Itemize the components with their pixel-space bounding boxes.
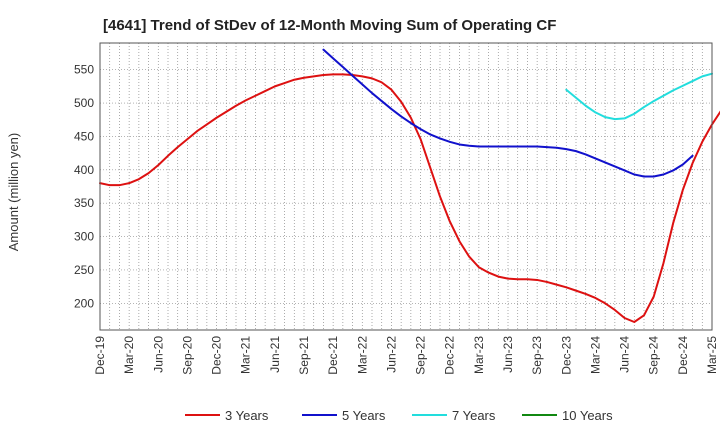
series-line-7-years: [565, 72, 713, 121]
x-tick-labels: Dec-19 Mar-20 Jun-20 Sep-20 Dec-20 Mar-21 Jun-…: [93, 336, 719, 375]
legend-label: 3 Years: [225, 408, 269, 423]
legend-label: 5 Years: [342, 408, 386, 423]
chart-title: [4641] Trend of StDev of 12-Month Moving…: [103, 17, 556, 34]
x-tick-label: Mar-22: [355, 336, 369, 374]
x-tick-label: Jun-20: [151, 336, 165, 373]
legend-label: 10 Years: [562, 408, 613, 423]
x-tick-label: Dec-20: [210, 336, 224, 375]
x-tick-label: Dec-19: [93, 336, 107, 375]
grid-layer: [100, 43, 712, 330]
x-tick-label: Mar-23: [472, 336, 486, 374]
y-tick-label: 550: [74, 63, 94, 77]
x-tick-label: Jun-21: [268, 336, 282, 373]
x-tick-label: Jun-22: [384, 336, 398, 373]
y-tick-labels: 200 250 300 350 400 450 500 550: [74, 63, 94, 311]
y-axis-label: Amount (million yen): [6, 133, 21, 252]
y-tick-label: 250: [74, 263, 94, 277]
x-tick-label: Mar-20: [122, 336, 136, 374]
x-tick-label: Jun-24: [618, 336, 632, 373]
x-tick-label: Dec-22: [443, 336, 457, 375]
y-tick-label: 450: [74, 129, 94, 143]
x-tick-label: Sep-23: [530, 336, 544, 375]
x-tick-label: Mar-24: [588, 336, 602, 374]
series-line-5-years: [322, 48, 694, 178]
plot-frame: [99, 42, 713, 331]
x-tick-label: Sep-24: [647, 336, 661, 375]
y-tick-label: 400: [74, 163, 94, 177]
x-tick-label: Mar-21: [239, 336, 253, 374]
series-line-3-years: [99, 73, 720, 323]
y-tick-label: 300: [74, 230, 94, 244]
x-tick-label: Sep-21: [297, 336, 311, 375]
x-tick-label: Jun-23: [501, 336, 515, 373]
x-tick-label: Sep-22: [414, 336, 428, 375]
y-tick-label: 500: [74, 96, 94, 110]
y-tick-label: 350: [74, 196, 94, 210]
x-tick-label: Dec-24: [676, 336, 690, 375]
x-tick-label: Dec-21: [326, 336, 340, 375]
y-tick-label: 200: [74, 296, 94, 310]
x-tick-label: Sep-20: [180, 336, 194, 375]
series-layer: [99, 48, 720, 323]
x-tick-label: Dec-23: [559, 336, 573, 375]
legend-label: 7 Years: [452, 408, 496, 423]
legend: 3 Years 5 Years 7 Years 10 Years: [185, 408, 613, 423]
x-tick-label: Mar-25: [705, 336, 719, 374]
